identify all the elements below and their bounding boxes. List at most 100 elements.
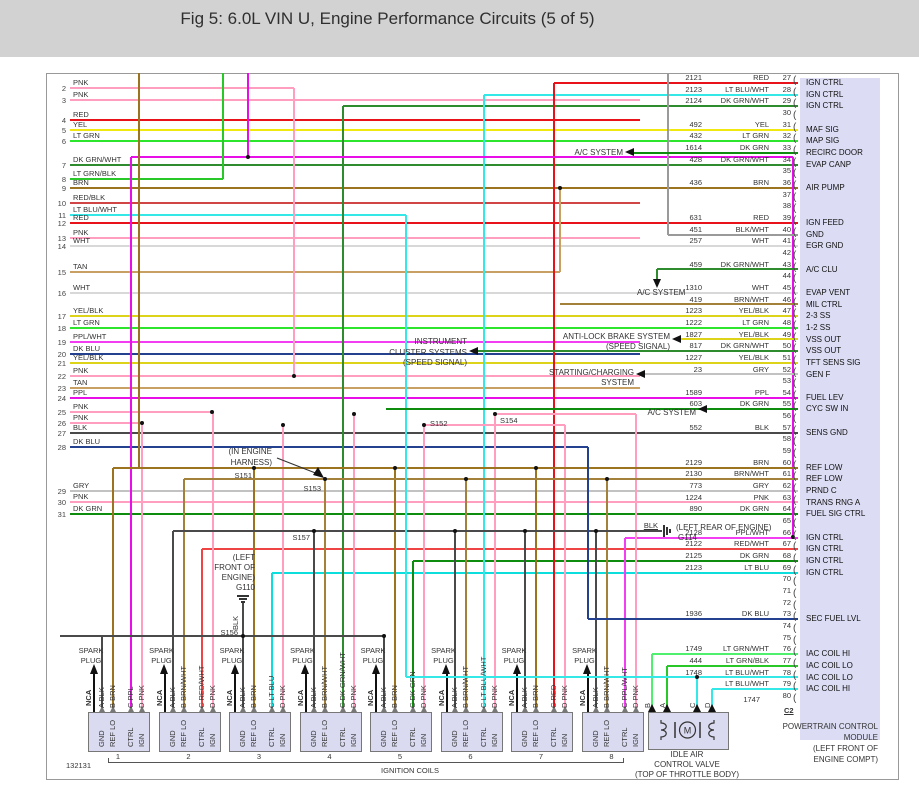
pcm-wire-number-62: 773 xyxy=(689,481,702,491)
pcm-wire-number-57: 552 xyxy=(689,422,702,432)
pcm-pin-number-29: 29 xyxy=(782,96,791,106)
annotation-starting-charging: SYSTEM xyxy=(601,378,634,387)
iac-pin-label-C: C xyxy=(688,702,697,708)
pcm-pin-bracket-46: ( xyxy=(793,296,797,308)
pcm-wire-color-40: BLK/WHT xyxy=(735,224,769,234)
coil5-pin-label: A BLK xyxy=(379,687,388,708)
pcm-pin-bracket-29: ( xyxy=(793,98,797,110)
left-wire-label-19: PPL/WHT xyxy=(73,332,107,341)
ground-g110-label: G110 xyxy=(236,583,255,592)
pcm-pin-number-28: 28 xyxy=(782,84,791,94)
left-wire-2 xyxy=(70,87,294,89)
ground-g114-note: (LEFT REAR OF ENGINE) xyxy=(676,523,772,532)
annotation-abs: ANTI-LOCK BRAKE SYSTEM xyxy=(562,331,670,341)
coil2-terminal-label: CTRL xyxy=(196,727,206,747)
coil3-terminal-label: CTRL xyxy=(267,727,276,747)
coil5-terminal-label: REF LO xyxy=(390,719,399,747)
iac-pin-label-D: D xyxy=(703,702,712,708)
pcm-pin-number-56: 56 xyxy=(782,411,791,421)
spark-plug-wire xyxy=(516,673,518,712)
coil5-terminal-label: CTRL xyxy=(408,727,417,747)
spark-plug-wire xyxy=(234,673,236,712)
coil4-pin-label: C DK GRN/WHT xyxy=(337,652,347,708)
coil4-terminal-label: IGN xyxy=(348,733,358,747)
coil4-pin-label: B BRN/WHT xyxy=(319,665,329,708)
spark-plug-label: SPARK xyxy=(431,646,456,655)
pcm-wire-number-54: 1589 xyxy=(685,387,702,397)
pcm-pin-bracket-57: ( xyxy=(793,424,797,436)
pcm-pin-number-64: 64 xyxy=(782,504,791,514)
pcm-wire-number-32: 432 xyxy=(689,131,702,141)
pcm-pin-number-30: 30 xyxy=(782,107,791,117)
coil7-pin-label: A BLK xyxy=(520,687,529,708)
left-row-number-27: 27 xyxy=(57,428,66,438)
coil5-ref-wire xyxy=(394,467,396,712)
wire-h xyxy=(644,373,798,376)
left-wire-28 xyxy=(70,446,588,448)
wire-h xyxy=(131,156,793,158)
pcm-pin-number-47: 47 xyxy=(782,306,791,316)
left-row-number-2: 2 xyxy=(61,84,66,93)
pcm-pin-signal-31: MAF SIG xyxy=(806,124,839,134)
junction-dot xyxy=(523,529,527,533)
wire-h xyxy=(183,478,798,481)
pin-entry-icon xyxy=(301,664,309,674)
pcm-pin-bracket-42: ( xyxy=(793,249,797,261)
pin-entry-icon xyxy=(693,704,701,712)
iac-valve-label: CONTROL VALVE xyxy=(654,760,720,769)
nca-label: NCA xyxy=(225,689,234,706)
coil4-ctrl-wire xyxy=(341,106,344,712)
pcm-wire-color-73: DK BLU xyxy=(741,609,769,619)
pcm-pin-signal-41: EGR GND xyxy=(806,241,844,251)
pcm-pin-bracket-79: ( xyxy=(793,681,797,693)
annotation-harness: (IN ENGINE xyxy=(228,447,272,456)
spark-plug-label: PLUG xyxy=(362,656,384,665)
pcm-pin-number-78: 78 xyxy=(782,667,791,677)
pin-entry-icon xyxy=(160,664,168,674)
coil8-pin-label: A BLK xyxy=(590,687,600,708)
junction-dot xyxy=(791,535,795,540)
pcm-pin-bracket-51: ( xyxy=(793,354,797,366)
left-row-number-6: 6 xyxy=(61,137,66,147)
left-wire-label-3: PNK xyxy=(73,90,89,99)
pcm-pin-bracket-60: ( xyxy=(793,459,797,471)
spark-plug-label: PLUG xyxy=(433,656,454,665)
spark-plug-label: SPARK xyxy=(501,646,527,655)
pcm-module-label: ENGINE COMPT) xyxy=(813,755,878,764)
pin-entry-icon xyxy=(169,706,176,712)
pcm-pin-signal-28: IGN CTRL xyxy=(806,89,844,99)
harness-pointer-icon xyxy=(276,457,324,478)
nca-label: NCA xyxy=(154,689,164,706)
coil6-ctrl-wire xyxy=(483,93,798,96)
splice-label-s154: S154 xyxy=(500,416,518,425)
pcm-pin-signal-48: 1-2 SS xyxy=(806,322,831,332)
coil5-ctrl-wire xyxy=(412,561,414,712)
pin-entry-icon xyxy=(583,664,591,674)
pcm-pin-signal-57: SENS GND xyxy=(806,427,848,437)
coil1-pin-label: B BRN xyxy=(108,685,117,708)
pcm-pin-signal-60: REF LOW xyxy=(806,462,843,472)
pcm-pin-bracket-64: ( xyxy=(793,506,797,518)
spark-plug-wire xyxy=(304,673,307,712)
arrow-left-icon xyxy=(636,369,645,378)
pcm-wire-color-68: DK GRN xyxy=(739,551,769,561)
coil-number-4: 4 xyxy=(327,752,332,761)
pcm-pin-bracket-78: ( xyxy=(793,669,797,681)
pcm-pin-number-60: 60 xyxy=(782,457,791,467)
wire-v xyxy=(242,603,244,636)
left-wire-label-21: YEL/BLK xyxy=(73,352,104,362)
junction-dot xyxy=(452,529,457,533)
pcm-pin-bracket-63: ( xyxy=(793,494,797,506)
left-wire-8 xyxy=(70,178,223,180)
pcm-pin-bracket-47: ( xyxy=(793,308,797,320)
pcm-wire-number-68: 2125 xyxy=(685,551,702,561)
spark-plug-label: SPARK xyxy=(149,646,174,655)
pin-entry-icon xyxy=(522,706,528,712)
nca-label: NCA xyxy=(577,689,587,706)
pcm-wire-number-27: 2121 xyxy=(685,73,702,82)
coil2-blk-wire xyxy=(171,531,174,712)
pcm-wire-color-55: DK GRN xyxy=(739,399,769,409)
spark-plug-label: SPARK xyxy=(219,646,245,655)
pcm-wire-number-49: 1827 xyxy=(685,329,702,339)
coil4-terminal-label: REF LO xyxy=(319,719,329,747)
